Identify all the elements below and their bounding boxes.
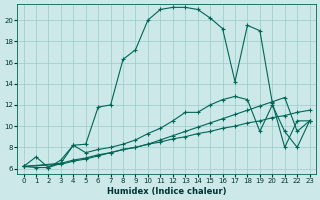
X-axis label: Humidex (Indice chaleur): Humidex (Indice chaleur)	[107, 187, 226, 196]
